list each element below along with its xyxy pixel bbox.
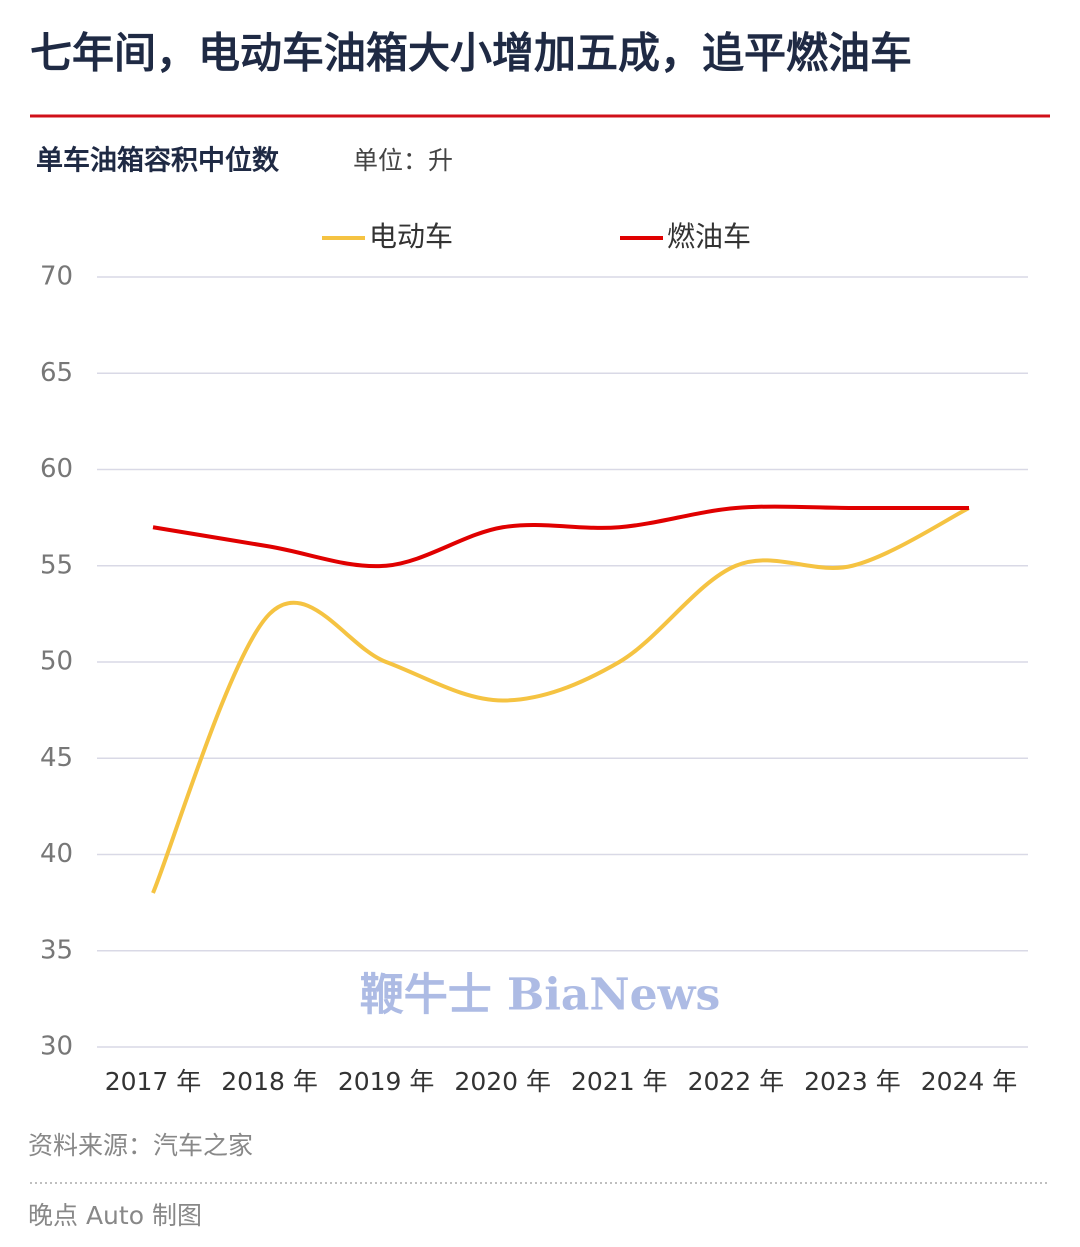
x-tick-label: 2018 年 — [221, 1067, 318, 1096]
y-tick-label: 40 — [40, 839, 73, 869]
unit-label: 单位：升 — [353, 146, 453, 175]
legend-label: 燃油车 — [667, 220, 751, 253]
y-tick-label: 30 — [40, 1032, 73, 1062]
y-tick-label: 45 — [40, 743, 73, 773]
y-tick-label: 50 — [40, 647, 73, 677]
y-tick-label: 65 — [40, 358, 73, 388]
line — [152, 504, 969, 569]
legend-label: 电动车 — [369, 220, 453, 253]
x-tick-label: 2024 年 — [921, 1067, 1018, 1096]
credit: 晚点 Auto 制图 — [28, 1201, 202, 1230]
y-tick-label: 70 — [40, 262, 73, 292]
y-tick-label: 55 — [40, 550, 73, 580]
y-tick-label: 60 — [40, 454, 73, 484]
line — [151, 506, 970, 894]
x-tick-label: 2022 年 — [688, 1067, 785, 1096]
watermark: 鞭牛士 BiaNews — [360, 970, 721, 1021]
x-tick-label: 2017 年 — [105, 1067, 202, 1096]
x-tick-label: 2021 年 — [571, 1067, 668, 1096]
x-tick-label: 2019 年 — [338, 1067, 435, 1096]
source: 资料来源：汽车之家 — [28, 1131, 253, 1160]
y-tick-label: 35 — [40, 935, 73, 965]
x-tick-label: 2020 年 — [454, 1067, 551, 1096]
chart-title: 七年间，电动车油箱大小增加五成，追平燃油车 — [30, 29, 912, 78]
x-tick-label: 2023 年 — [804, 1067, 901, 1096]
subtitle: 单车油箱容积中位数 — [36, 145, 280, 177]
